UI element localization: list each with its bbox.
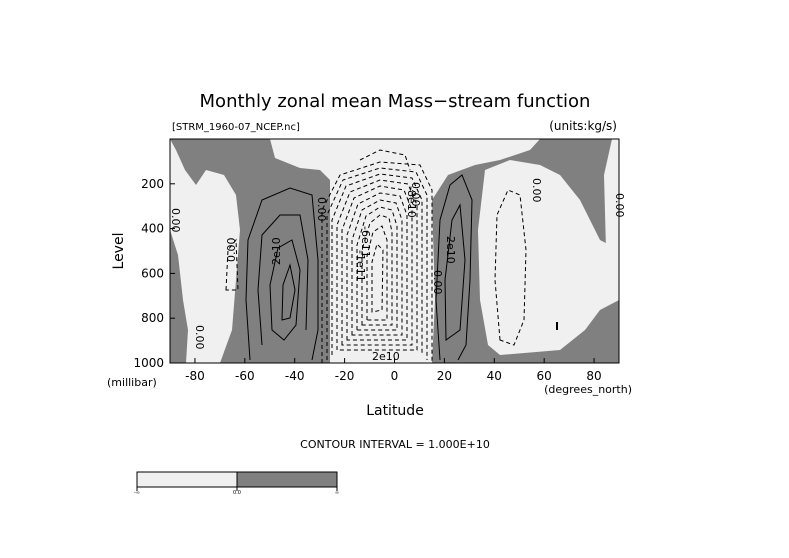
y-tick-label: 1000 bbox=[133, 356, 164, 370]
contour-label: 0.00 bbox=[530, 178, 543, 203]
x-axis-title: Latitude bbox=[366, 403, 424, 419]
y-tick-label: 400 bbox=[141, 222, 164, 236]
contour-label: 0.00 bbox=[409, 182, 422, 207]
contour-label: -6e11 bbox=[359, 226, 372, 258]
colorbar-label: ∞ bbox=[335, 490, 339, 496]
contour-label: 2e10 bbox=[372, 350, 400, 363]
units-label: (units:kg/s) bbox=[549, 119, 617, 133]
contour-label: -1e11 bbox=[354, 250, 367, 282]
x-tick-label: 20 bbox=[437, 369, 452, 383]
y-tick-label: 800 bbox=[141, 311, 164, 325]
colorbar-positive-swatch bbox=[236, 471, 338, 488]
y-unit-label: (millibar) bbox=[107, 376, 157, 389]
x-tick-label: 40 bbox=[487, 369, 502, 383]
colorbar-negative-swatch bbox=[136, 471, 238, 488]
chart-title: Monthly zonal mean Mass−stream function bbox=[200, 91, 591, 112]
y-axis-title: Level bbox=[111, 233, 127, 270]
positive-contours-south bbox=[245, 174, 473, 361]
negative-region-northern-cell bbox=[478, 160, 619, 355]
negative-region-right-strip bbox=[604, 139, 619, 300]
contour-label: 2e10 bbox=[270, 237, 283, 265]
colorbar-label: -∞ bbox=[134, 490, 140, 496]
contour-interval-label: CONTOUR INTERVAL = 1.000E+10 bbox=[300, 438, 490, 451]
y-axis: 200 400 600 800 1000 bbox=[133, 177, 175, 370]
contour-label: 0.00 bbox=[169, 208, 182, 233]
y-tick-label: 200 bbox=[141, 177, 164, 191]
contour-label: 0.00 bbox=[193, 325, 206, 350]
x-tick-label: 0 bbox=[391, 369, 399, 383]
x-axis: -80 -60 -40 -20 0 20 40 60 80 bbox=[185, 358, 602, 383]
x-tick-label: 80 bbox=[586, 369, 601, 383]
y-tick-label: 600 bbox=[141, 266, 164, 280]
x-tick-label: 60 bbox=[537, 369, 552, 383]
x-tick-label: -20 bbox=[335, 369, 355, 383]
file-label: [STRM_1960-07_NCEP.nc] bbox=[172, 122, 300, 133]
contour-label: 0.00 bbox=[315, 197, 328, 222]
contour-label: 0.00 bbox=[225, 238, 238, 263]
plot-area bbox=[170, 139, 619, 363]
contour-label: 0.00 bbox=[431, 270, 444, 295]
x-unit-label: (degrees_north) bbox=[544, 383, 632, 396]
contour-label: 2e10 bbox=[444, 236, 457, 264]
x-tick-label: -40 bbox=[285, 369, 305, 383]
colorbar: -∞ 0.0 ∞ bbox=[134, 471, 339, 496]
contour-label: -8e10 bbox=[405, 186, 418, 218]
contour-label: 0.00 bbox=[613, 193, 626, 218]
x-tick-label: -60 bbox=[235, 369, 255, 383]
negative-contours-central bbox=[225, 149, 527, 363]
colorbar-label: 0.0 bbox=[233, 490, 241, 496]
negative-region-south-polar bbox=[170, 139, 240, 363]
contour-labels: 0.00 0.00 0.00 0.00 0.00 0.00 0.00 0.00 … bbox=[169, 178, 626, 363]
x-tick-label: -80 bbox=[185, 369, 205, 383]
